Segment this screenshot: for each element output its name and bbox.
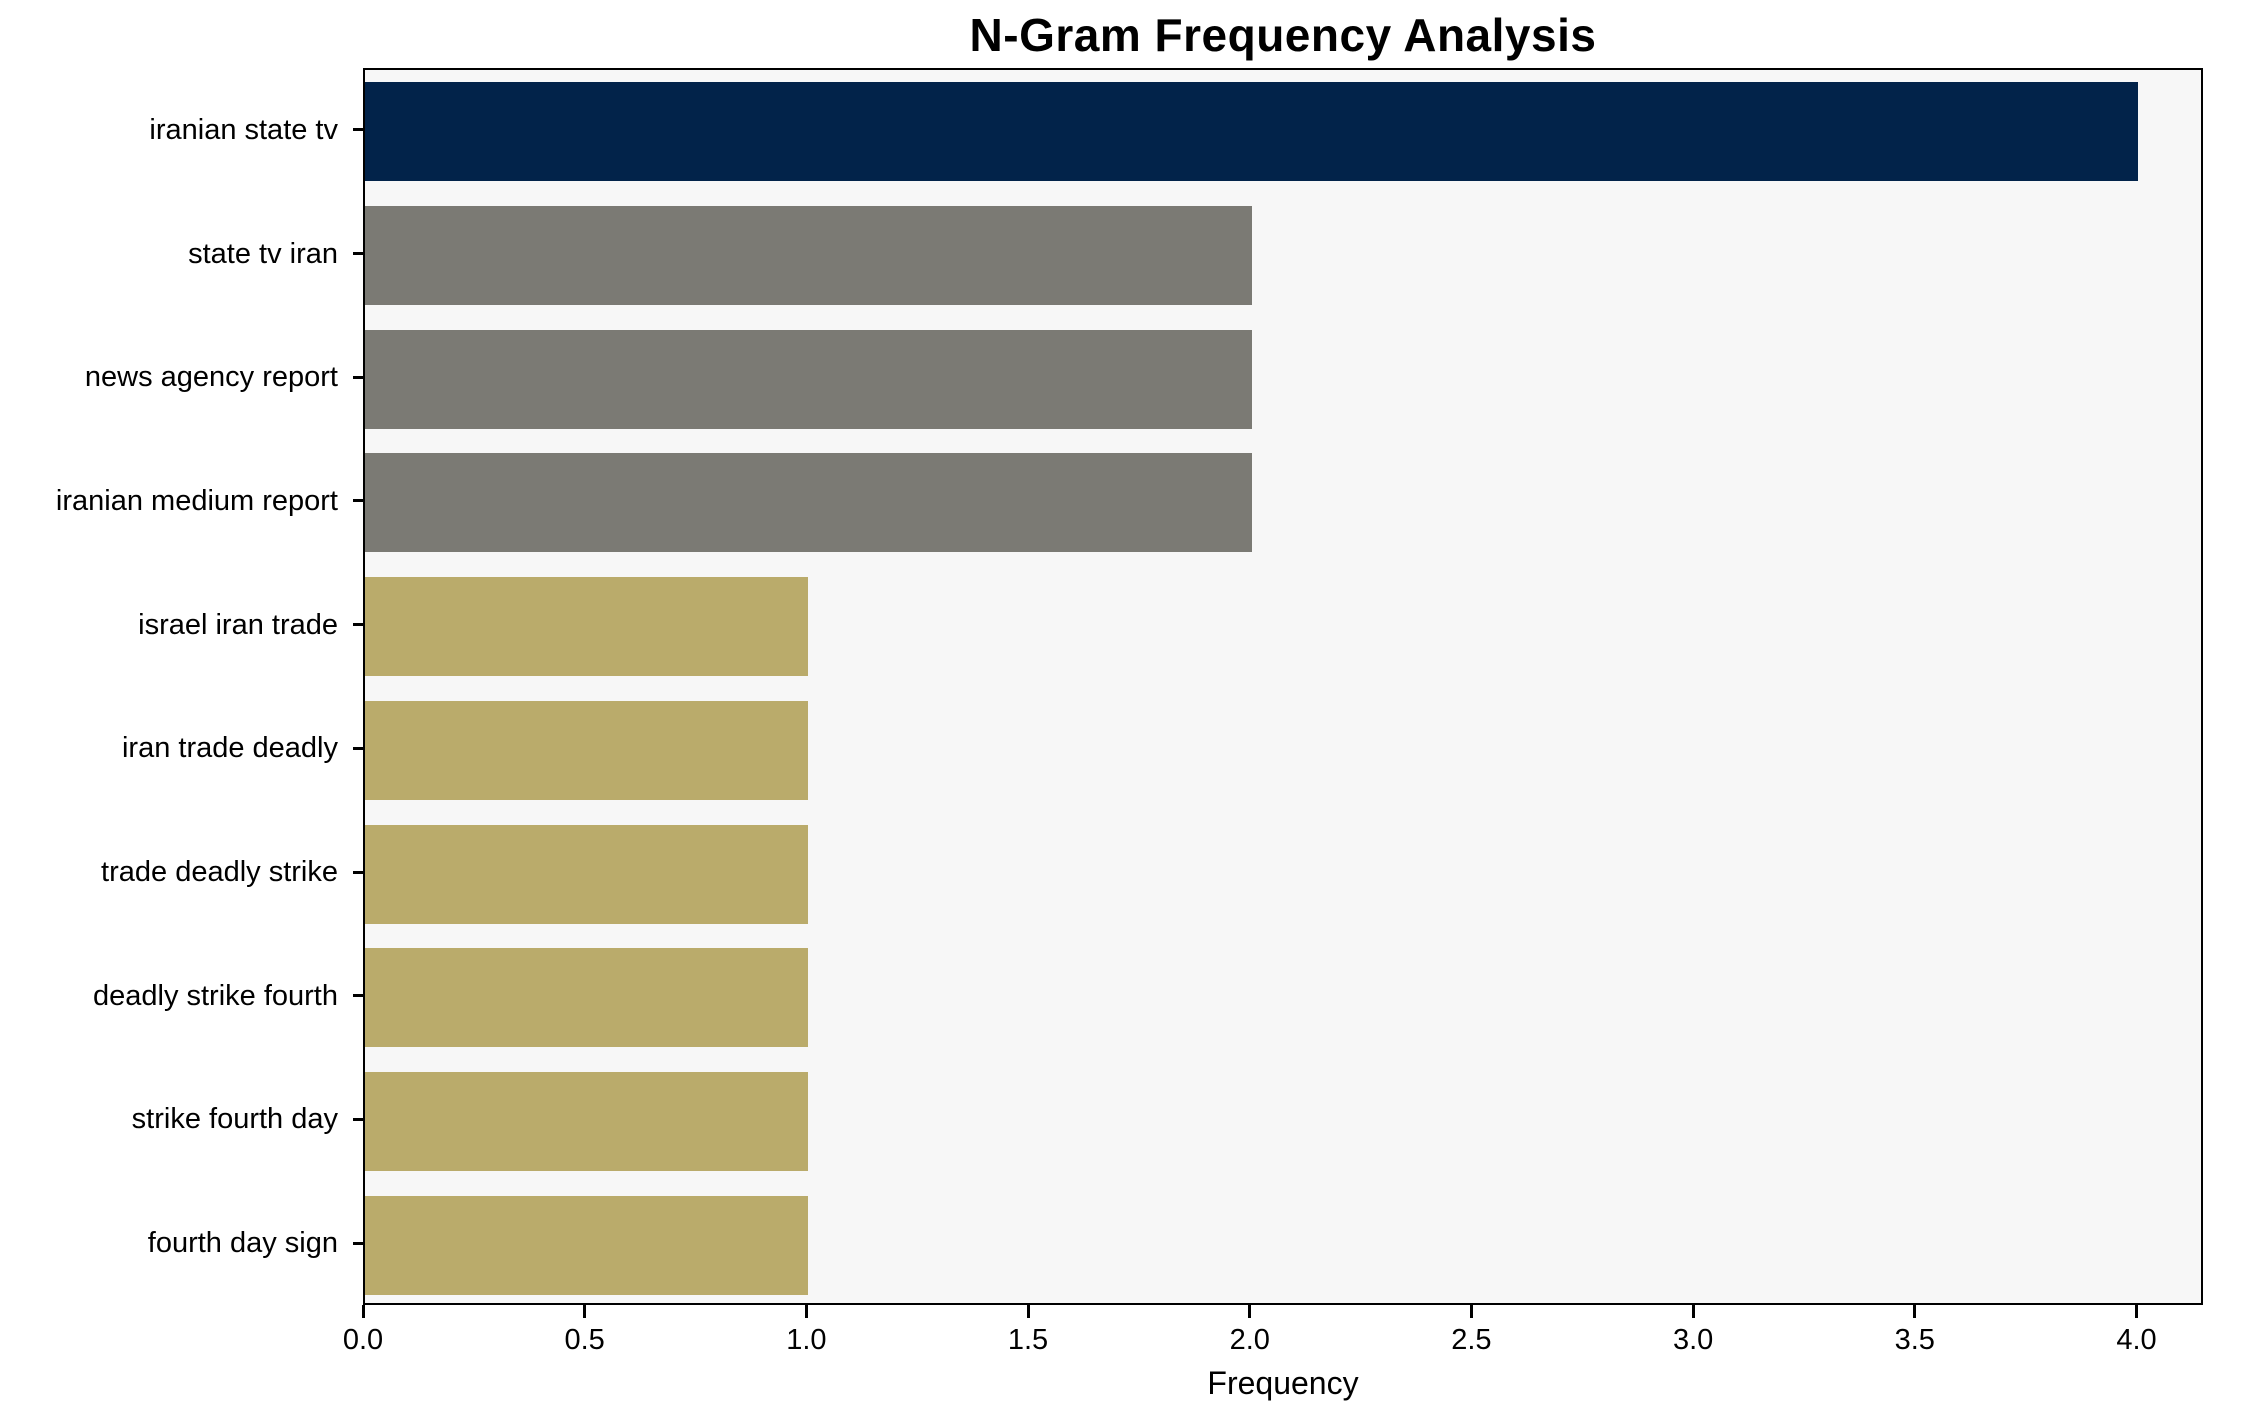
y-axis-tick-label: state tv iran xyxy=(188,237,338,270)
bar xyxy=(365,1071,809,1171)
y-axis-tick-label: iranian state tv xyxy=(149,113,338,146)
x-axis-tick-label: 2.5 xyxy=(1451,1324,1492,1356)
x-axis-tick-label: 3.0 xyxy=(1672,1324,1714,1356)
y-tick-mark xyxy=(353,1241,363,1245)
x-axis-tick-label: 1.5 xyxy=(1007,1324,1049,1356)
x-tick-mark xyxy=(361,1305,365,1318)
y-axis-tick-label: deadly strike fourth xyxy=(92,979,338,1012)
x-tick-mark xyxy=(1026,1305,1030,1318)
bar xyxy=(365,577,809,677)
bar xyxy=(365,948,809,1048)
y-axis-tick-label: fourth day sign xyxy=(147,1227,338,1260)
bar xyxy=(365,329,1252,429)
bar xyxy=(365,82,2139,182)
x-axis-tick-label: 2.0 xyxy=(1229,1324,1270,1356)
x-axis-tick-label: 4.0 xyxy=(2116,1324,2157,1356)
y-tick-mark xyxy=(353,746,363,750)
y-tick-mark xyxy=(353,1117,363,1121)
x-axis-tick-label: 0.5 xyxy=(564,1324,605,1356)
y-tick-mark xyxy=(353,499,363,503)
x-tick-mark xyxy=(1248,1305,1252,1318)
y-axis-tick-label: iran trade deadly xyxy=(121,732,338,765)
x-tick-mark xyxy=(804,1305,808,1318)
y-tick-mark xyxy=(353,252,363,256)
x-tick-mark xyxy=(1469,1305,1473,1318)
y-axis-tick-label: news agency report xyxy=(84,361,338,394)
y-axis-tick-label: strike fourth day xyxy=(131,1103,338,1136)
x-axis-tick-label: 1.0 xyxy=(786,1324,827,1356)
x-axis-label: Frequency xyxy=(1207,1365,1359,1401)
y-tick-mark xyxy=(353,128,363,132)
y-tick-mark xyxy=(353,870,363,874)
y-tick-mark xyxy=(353,375,363,379)
y-tick-mark xyxy=(353,623,363,627)
y-axis-tick-label: iranian medium report xyxy=(55,484,338,517)
y-tick-mark xyxy=(353,994,363,998)
bar xyxy=(365,700,809,800)
x-axis-tick-label: 3.5 xyxy=(1894,1324,1935,1356)
y-axis-tick-label: trade deadly strike xyxy=(101,856,338,889)
plot-area xyxy=(363,68,2203,1305)
bar xyxy=(365,206,1252,306)
y-axis-tick-label: israel iran trade xyxy=(138,608,338,641)
x-tick-mark xyxy=(583,1305,587,1318)
x-tick-mark xyxy=(2134,1305,2138,1318)
x-tick-mark xyxy=(1691,1305,1695,1318)
chart-title: N-Gram Frequency Analysis xyxy=(969,9,1597,61)
x-tick-mark xyxy=(1913,1305,1917,1318)
bar xyxy=(365,824,809,924)
bar xyxy=(365,1195,809,1295)
x-axis-tick-label: 0.0 xyxy=(342,1324,384,1356)
bar xyxy=(365,453,1252,553)
